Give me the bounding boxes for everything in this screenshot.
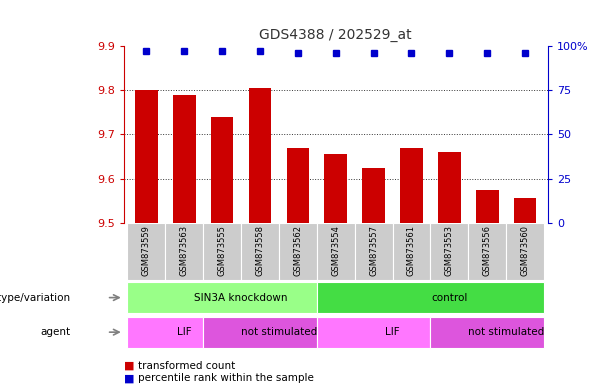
Bar [317, 282, 544, 313]
Bar [506, 223, 544, 280]
Title: GDS4388 / 202529_at: GDS4388 / 202529_at [259, 28, 412, 42]
Text: not stimulated: not stimulated [241, 327, 317, 337]
Text: GSM873559: GSM873559 [142, 225, 151, 276]
Bar [135, 90, 158, 223]
Bar [286, 147, 309, 223]
Text: GSM873558: GSM873558 [256, 225, 264, 276]
Bar [438, 152, 461, 223]
Text: GSM873553: GSM873553 [445, 225, 454, 276]
Bar [127, 282, 317, 313]
Text: transformed count: transformed count [138, 361, 236, 371]
Text: agent: agent [41, 327, 71, 337]
Text: GSM873560: GSM873560 [521, 225, 530, 276]
Text: not stimulated: not stimulated [468, 327, 544, 337]
Bar [211, 117, 233, 223]
Bar [431, 316, 544, 348]
Bar [400, 147, 423, 223]
Bar [127, 316, 203, 348]
Bar [468, 223, 506, 280]
Text: ■: ■ [124, 361, 134, 371]
Bar [514, 199, 537, 223]
Text: ■: ■ [124, 373, 134, 383]
Bar [476, 190, 498, 223]
Bar [173, 95, 196, 223]
Text: control: control [431, 293, 468, 303]
Bar [279, 223, 317, 280]
Bar [166, 223, 203, 280]
Bar [317, 223, 355, 280]
Bar [355, 223, 392, 280]
Bar [241, 223, 279, 280]
Text: percentile rank within the sample: percentile rank within the sample [138, 373, 315, 383]
Bar [392, 223, 431, 280]
Bar [127, 223, 166, 280]
Bar [203, 223, 241, 280]
Text: GSM873557: GSM873557 [369, 225, 378, 276]
Text: GSM873555: GSM873555 [218, 225, 227, 276]
Bar [317, 316, 431, 348]
Bar [325, 154, 347, 223]
Text: GSM873561: GSM873561 [407, 225, 416, 276]
Text: LIF: LIF [385, 327, 400, 337]
Text: genotype/variation: genotype/variation [0, 293, 71, 303]
Bar [431, 223, 468, 280]
Text: GSM873563: GSM873563 [180, 225, 188, 276]
Text: LIF: LIF [177, 327, 191, 337]
Text: GSM873554: GSM873554 [331, 225, 340, 276]
Bar [362, 167, 385, 223]
Bar [203, 316, 317, 348]
Text: GSM873562: GSM873562 [293, 225, 302, 276]
Bar [249, 88, 272, 223]
Text: GSM873556: GSM873556 [483, 225, 492, 276]
Text: SIN3A knockdown: SIN3A knockdown [194, 293, 288, 303]
